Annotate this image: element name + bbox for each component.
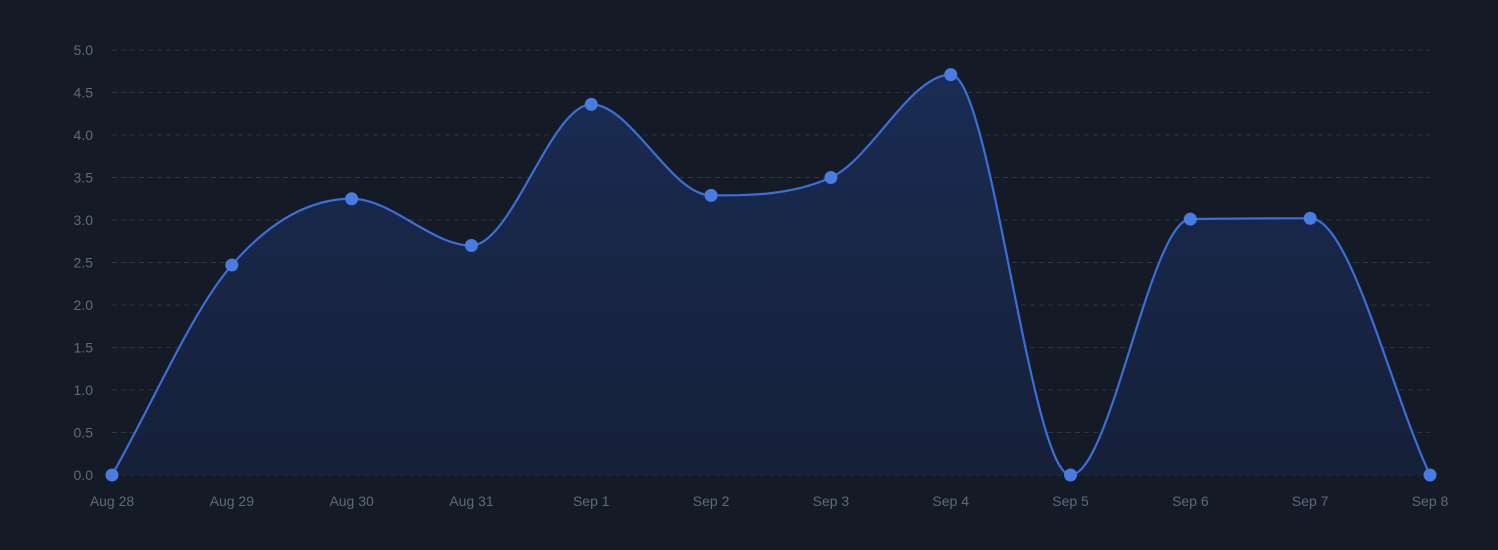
x-tick-label: Sep 3 <box>813 493 850 509</box>
x-tick-label: Sep 8 <box>1412 493 1449 509</box>
x-tick-label: Aug 28 <box>90 493 135 509</box>
data-point[interactable] <box>704 188 718 202</box>
x-tick-label: Sep 5 <box>1052 493 1089 509</box>
data-point[interactable] <box>584 97 598 111</box>
x-tick-label: Sep 2 <box>693 493 730 509</box>
x-tick-label: Aug 31 <box>449 493 494 509</box>
y-tick-label: 3.5 <box>74 170 94 186</box>
y-tick-label: 4.5 <box>74 85 94 101</box>
y-axis: 0.0 0.5 1.0 1.5 2.0 2.5 3.0 3.5 4.0 4.5 5.0 <box>74 42 94 483</box>
x-tick-label: Sep 7 <box>1292 493 1329 509</box>
y-tick-label: 2.0 <box>74 297 94 313</box>
data-point[interactable] <box>1303 211 1317 225</box>
data-point[interactable] <box>345 192 359 206</box>
data-point[interactable] <box>944 68 958 82</box>
x-tick-label: Sep 1 <box>573 493 610 509</box>
series-area-fill <box>112 74 1430 476</box>
y-tick-label: 4.0 <box>74 127 94 143</box>
x-tick-label: Sep 6 <box>1172 493 1209 509</box>
y-tick-label: 0.5 <box>74 425 94 441</box>
data-point[interactable] <box>1423 468 1437 482</box>
series-points <box>105 68 1437 482</box>
x-tick-label: Aug 29 <box>210 493 255 509</box>
x-axis: Aug 28 Aug 29 Aug 30 Aug 31 Sep 1 Sep 2 Sep 3 S… <box>90 493 1449 509</box>
data-point[interactable] <box>105 468 119 482</box>
data-point[interactable] <box>464 239 478 252</box>
y-tick-label: 2.5 <box>74 255 94 271</box>
data-point[interactable] <box>1183 212 1197 226</box>
y-tick-label: 5.0 <box>74 42 94 58</box>
y-tick-label: 3.0 <box>74 212 94 228</box>
data-point[interactable] <box>225 258 239 272</box>
series-area <box>112 74 1430 476</box>
data-point[interactable] <box>824 171 838 184</box>
x-tick-label: Sep 4 <box>932 493 969 509</box>
y-tick-label: 0.0 <box>74 467 94 483</box>
y-tick-label: 1.5 <box>74 340 94 356</box>
data-point[interactable] <box>1064 468 1078 482</box>
y-tick-label: 1.0 <box>74 382 94 398</box>
x-tick-label: Aug 30 <box>329 493 374 509</box>
